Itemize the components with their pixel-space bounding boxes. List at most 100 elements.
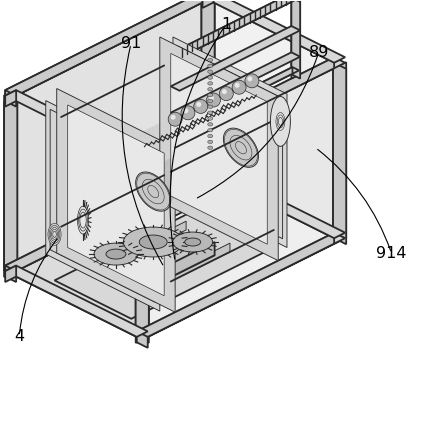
Polygon shape (5, 90, 148, 162)
Polygon shape (153, 161, 175, 200)
Polygon shape (5, 265, 16, 282)
Polygon shape (134, 126, 179, 216)
Polygon shape (222, 145, 229, 152)
Circle shape (206, 93, 221, 107)
Text: 4: 4 (14, 329, 24, 344)
Text: 91: 91 (121, 36, 141, 52)
Polygon shape (172, 67, 292, 134)
Polygon shape (214, 136, 237, 161)
Polygon shape (197, 139, 219, 178)
Polygon shape (189, 144, 210, 183)
Ellipse shape (208, 117, 213, 120)
Polygon shape (153, 243, 230, 290)
Polygon shape (68, 158, 113, 249)
Polygon shape (138, 124, 183, 214)
Polygon shape (137, 57, 345, 162)
Polygon shape (164, 242, 214, 281)
Polygon shape (171, 53, 179, 67)
Ellipse shape (49, 225, 60, 243)
Polygon shape (175, 150, 197, 189)
Polygon shape (180, 148, 202, 187)
Polygon shape (149, 118, 194, 208)
Polygon shape (172, 127, 179, 137)
Ellipse shape (208, 76, 213, 79)
Polygon shape (137, 331, 148, 348)
Polygon shape (193, 142, 214, 181)
Polygon shape (202, 0, 214, 178)
Polygon shape (107, 139, 152, 229)
Polygon shape (206, 135, 228, 174)
Ellipse shape (208, 58, 213, 62)
Polygon shape (202, 167, 345, 238)
Ellipse shape (208, 82, 213, 85)
Polygon shape (171, 52, 300, 117)
Polygon shape (5, 0, 202, 101)
Polygon shape (11, 98, 142, 339)
Polygon shape (202, 167, 214, 183)
Polygon shape (137, 233, 334, 343)
Polygon shape (202, 137, 223, 176)
Polygon shape (95, 145, 140, 235)
Ellipse shape (208, 99, 213, 103)
Circle shape (181, 106, 195, 120)
Polygon shape (11, 0, 208, 274)
Ellipse shape (208, 134, 213, 138)
Circle shape (222, 89, 227, 94)
Polygon shape (46, 100, 160, 311)
Polygon shape (173, 37, 287, 248)
Text: 914: 914 (376, 246, 407, 261)
Polygon shape (5, 0, 214, 96)
Polygon shape (184, 102, 267, 195)
Ellipse shape (208, 105, 213, 109)
Polygon shape (129, 238, 214, 281)
Circle shape (232, 80, 246, 94)
Polygon shape (202, 0, 214, 178)
Ellipse shape (51, 227, 59, 241)
Polygon shape (158, 159, 179, 198)
Ellipse shape (208, 111, 213, 114)
Polygon shape (210, 132, 232, 172)
Ellipse shape (139, 235, 167, 249)
Ellipse shape (270, 97, 290, 146)
Text: 1: 1 (221, 17, 231, 32)
Ellipse shape (185, 238, 201, 246)
Polygon shape (126, 129, 171, 220)
Polygon shape (80, 153, 125, 243)
Polygon shape (137, 233, 345, 337)
Polygon shape (171, 58, 179, 139)
Polygon shape (208, 0, 340, 241)
Polygon shape (11, 175, 340, 339)
Polygon shape (184, 146, 206, 185)
Circle shape (196, 102, 201, 107)
Polygon shape (142, 65, 340, 339)
Polygon shape (171, 58, 179, 139)
Ellipse shape (208, 140, 213, 144)
Polygon shape (173, 107, 218, 196)
Polygon shape (98, 195, 120, 219)
Ellipse shape (208, 64, 213, 68)
Polygon shape (149, 163, 171, 203)
Polygon shape (68, 105, 164, 296)
Polygon shape (136, 170, 158, 209)
Polygon shape (153, 116, 198, 206)
Polygon shape (171, 53, 267, 244)
Circle shape (248, 76, 253, 81)
Polygon shape (84, 151, 129, 241)
Polygon shape (136, 172, 171, 211)
Polygon shape (11, 0, 340, 164)
Circle shape (209, 96, 214, 100)
Ellipse shape (53, 231, 56, 237)
Polygon shape (167, 155, 188, 194)
Polygon shape (109, 221, 186, 268)
Polygon shape (172, 67, 299, 131)
Polygon shape (215, 130, 237, 170)
Polygon shape (99, 143, 144, 233)
Polygon shape (160, 37, 278, 261)
Polygon shape (4, 95, 17, 277)
Circle shape (245, 74, 259, 88)
Polygon shape (171, 0, 291, 62)
Polygon shape (136, 161, 149, 343)
Circle shape (219, 87, 233, 100)
Polygon shape (333, 62, 346, 244)
Polygon shape (5, 167, 202, 277)
